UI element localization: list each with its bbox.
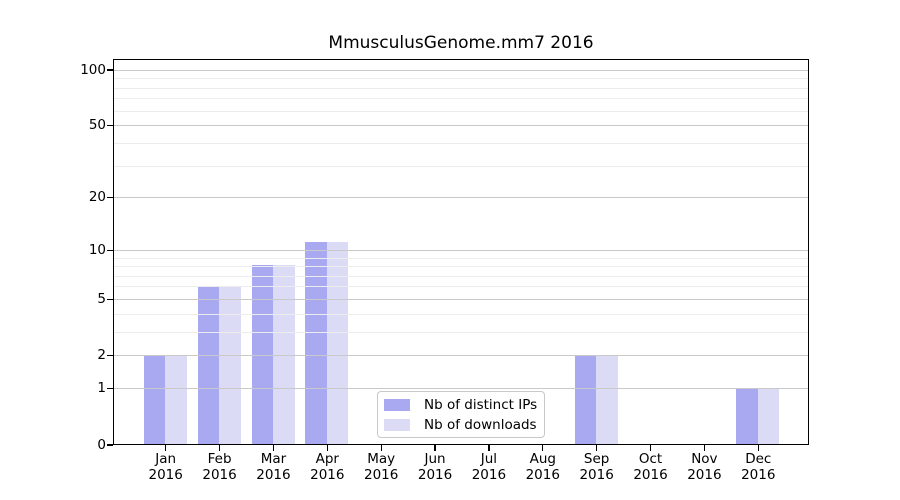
x-tick-mark <box>380 445 382 451</box>
x-tick-label: Dec 2016 <box>741 451 776 483</box>
x-tick-label: Jun 2016 <box>417 451 453 483</box>
x-tick-mark <box>165 445 167 451</box>
y-tick-label: 10 <box>88 241 106 258</box>
gridline-minor <box>114 142 808 144</box>
y-tick-mark <box>106 124 113 127</box>
bar-distinct-ips-feb <box>197 285 220 444</box>
y-tick-mark <box>106 298 113 301</box>
x-tick-mark <box>218 445 221 451</box>
x-tick-mark <box>703 445 706 451</box>
bar-downloads-jan <box>165 354 187 444</box>
y-tick-label: 0 <box>97 436 106 453</box>
bar-distinct-ips-mar <box>251 265 274 444</box>
gridline-major <box>114 388 808 390</box>
gridline-minor <box>114 110 808 112</box>
legend-swatch-downloads-icon <box>384 418 410 431</box>
x-tick-mark <box>326 445 328 451</box>
gridline-major <box>114 197 808 199</box>
x-tick-label: Jul 2016 <box>471 451 507 483</box>
y-tick-mark <box>106 388 113 390</box>
x-tick-label: Apr 2016 <box>310 451 345 483</box>
plot-area <box>113 59 809 445</box>
gridline-major <box>114 249 808 251</box>
bar-downloads-mar <box>273 265 295 444</box>
x-tick-label: Oct 2016 <box>633 451 668 483</box>
gridline-major <box>114 355 808 357</box>
x-tick-mark <box>649 445 652 451</box>
gridline-minor <box>114 165 808 167</box>
bar-downloads-sep <box>596 354 618 444</box>
chart-title: MmusculusGenome.mm7 2016 <box>328 33 594 53</box>
y-tick-label: 5 <box>97 290 106 307</box>
bar-distinct-ips-sep <box>574 354 597 444</box>
x-tick-label: Mar 2016 <box>256 451 291 483</box>
y-tick-mark <box>106 197 113 199</box>
x-tick-label: Aug 2016 <box>525 451 560 483</box>
x-tick-mark <box>757 445 759 451</box>
legend-label-distinct-ips: Nb of distinct IPs <box>424 396 538 413</box>
gridline-minor <box>114 275 808 277</box>
y-tick-mark <box>106 355 113 357</box>
x-tick-mark <box>272 445 275 451</box>
legend-label-downloads: Nb of downloads <box>424 416 537 433</box>
x-tick-mark <box>434 445 436 451</box>
x-tick-label: May 2016 <box>363 451 399 483</box>
gridline-minor <box>114 87 808 89</box>
x-tick-mark <box>542 445 544 451</box>
y-tick-label: 20 <box>88 189 106 206</box>
y-tick-mark <box>106 444 113 446</box>
gridline-minor <box>114 98 808 100</box>
x-tick-label: Jan 2016 <box>148 451 183 483</box>
gridline-minor <box>114 78 808 80</box>
legend-swatch-distinct-ips-icon <box>384 398 410 411</box>
bar-downloads-dec <box>757 387 780 444</box>
x-tick-mark <box>596 445 598 451</box>
gridline-minor <box>114 266 808 268</box>
x-tick-mark <box>488 445 490 451</box>
y-tick-label: 2 <box>97 347 106 364</box>
gridline-major <box>114 69 808 71</box>
x-tick-label: Feb 2016 <box>202 451 237 483</box>
legend-item-distinct-ips: Nb of distinct IPs <box>384 397 538 413</box>
x-tick-label: Sep 2016 <box>579 451 614 483</box>
gridline-major <box>114 299 808 301</box>
bar-downloads-apr <box>326 242 349 444</box>
bar-distinct-ips-apr <box>305 242 327 444</box>
y-tick-label: 100 <box>80 61 106 78</box>
y-tick-label: 1 <box>97 380 106 397</box>
gridline-minor <box>114 286 808 288</box>
y-tick-mark <box>106 69 113 71</box>
gridline-minor <box>114 331 808 333</box>
x-tick-label: Nov 2016 <box>687 451 722 483</box>
legend-item-downloads: Nb of downloads <box>384 417 538 433</box>
gridline-minor <box>114 257 808 259</box>
gridline-major <box>114 125 808 127</box>
bar-distinct-ips-jan <box>143 354 166 444</box>
gridline-minor <box>114 313 808 315</box>
legend: Nb of distinct IPs Nb of downloads <box>377 391 545 438</box>
y-tick-mark <box>106 249 113 251</box>
bar-downloads-feb <box>219 285 241 444</box>
y-tick-label: 50 <box>88 117 106 134</box>
bar-distinct-ips-dec <box>736 387 758 444</box>
